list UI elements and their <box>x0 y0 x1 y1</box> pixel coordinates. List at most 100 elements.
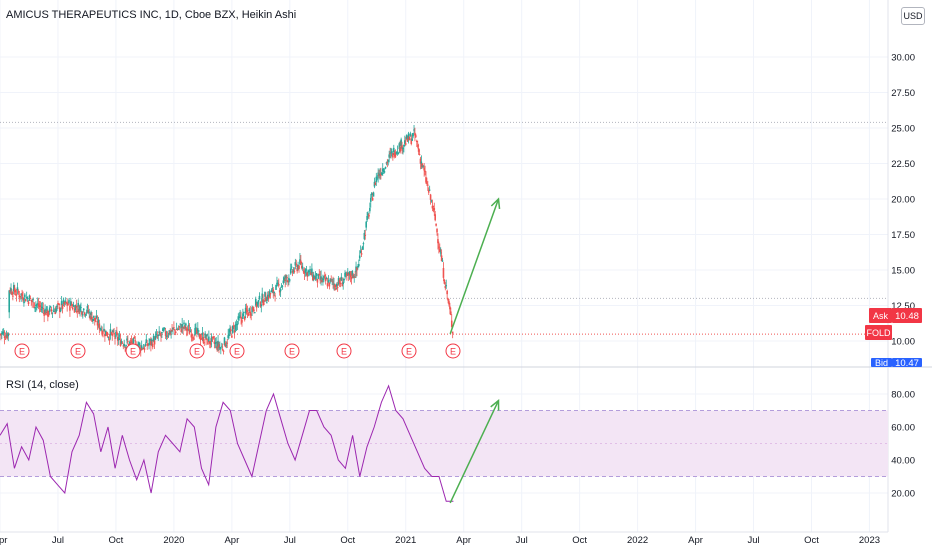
candle-body <box>100 328 103 330</box>
earnings-marker[interactable] <box>336 343 352 359</box>
currency-button[interactable]: USD <box>901 7 925 25</box>
candle-body <box>113 333 115 335</box>
candle-body <box>387 160 390 162</box>
candle-body <box>424 170 426 172</box>
candle-body <box>390 152 392 154</box>
candle-body <box>79 306 81 311</box>
candle-body <box>284 279 287 281</box>
candle-body <box>282 280 285 284</box>
candle-body <box>68 299 70 303</box>
candle-body <box>67 304 69 306</box>
candle-body <box>304 269 307 273</box>
time-axis-label: 2020 <box>163 535 184 546</box>
candle-body <box>229 329 231 333</box>
candle-body <box>393 152 396 157</box>
rsi-axis-label: 20.00 <box>891 489 915 500</box>
candle-body <box>184 326 186 329</box>
earnings-marker[interactable] <box>14 343 30 359</box>
earnings-marker[interactable] <box>284 343 300 359</box>
candle-body <box>361 246 364 250</box>
candle-body <box>231 335 233 338</box>
candle-body <box>231 325 234 333</box>
candle-body <box>95 315 98 318</box>
candle-body <box>280 285 283 287</box>
candle-body <box>46 306 48 311</box>
candle-body <box>259 302 262 307</box>
earnings-marker[interactable] <box>401 343 417 359</box>
candle-body <box>127 340 129 342</box>
candle-body <box>301 266 304 269</box>
candle-body <box>102 332 104 334</box>
earnings-marker[interactable] <box>229 343 245 359</box>
candle-body <box>326 283 329 287</box>
earnings-marker-label: E <box>19 347 25 357</box>
earnings-marker[interactable] <box>70 343 86 359</box>
candle-body <box>441 260 444 262</box>
candle-body <box>92 318 94 321</box>
candle-body <box>404 143 407 145</box>
time-axis-label: Jul <box>516 535 528 546</box>
candle-body <box>355 266 357 272</box>
candle-body <box>50 309 53 312</box>
candle-body <box>346 272 349 274</box>
candle-body <box>265 297 267 302</box>
candle-body <box>117 338 120 341</box>
candle-body <box>42 308 45 310</box>
candle-body <box>151 343 154 348</box>
candle-body <box>66 303 68 306</box>
candle-body <box>162 330 165 332</box>
candle-body <box>152 335 155 342</box>
candle-body <box>336 287 339 289</box>
price-axis-label: 20.00 <box>891 195 915 206</box>
earnings-marker[interactable] <box>189 343 205 359</box>
candle-body <box>133 336 136 339</box>
candle-body <box>125 344 127 347</box>
candle-body <box>225 344 228 346</box>
candle-body <box>16 287 19 291</box>
earnings-marker[interactable] <box>445 343 461 359</box>
candle-body <box>347 272 350 276</box>
candle-body <box>48 307 51 312</box>
earnings-marker-label: E <box>194 347 200 357</box>
candle-body <box>224 343 227 348</box>
candle-body <box>185 323 187 326</box>
candle-body <box>277 284 280 286</box>
price-axis-label: 25.00 <box>891 124 915 135</box>
candle-body <box>146 343 149 346</box>
candle-body <box>448 301 450 305</box>
candle-body <box>431 205 434 209</box>
candle-body <box>58 303 60 305</box>
candle-body <box>348 271 351 275</box>
candle-body <box>340 276 343 281</box>
candle-body <box>7 333 10 337</box>
candle-body <box>267 295 270 300</box>
candle-body <box>93 317 96 321</box>
candle-body <box>142 347 145 350</box>
rsi-trend-arrow[interactable] <box>449 400 500 504</box>
time-axis-label: Jul <box>747 535 759 546</box>
earnings-marker[interactable] <box>125 343 141 359</box>
candle-body <box>162 328 164 332</box>
candle-body <box>345 273 347 275</box>
price-trend-arrow[interactable] <box>449 198 500 335</box>
time-axis-label: 2023 <box>859 535 880 546</box>
candle-body <box>386 162 389 164</box>
candle-body <box>271 288 274 290</box>
candle-body <box>388 154 390 158</box>
candle-body <box>392 147 395 153</box>
candle-body <box>298 265 300 269</box>
candle-body <box>372 192 375 197</box>
candle-body <box>418 154 421 156</box>
candle-body <box>155 334 158 336</box>
candle-body <box>140 345 143 349</box>
candle-body <box>432 205 435 207</box>
earnings-marker-label: E <box>406 347 412 357</box>
candle-body <box>379 173 381 176</box>
rsi-title: RSI (14, close) <box>6 379 79 391</box>
price-axis-label: 10.00 <box>891 337 915 348</box>
rsi-axis-label: 40.00 <box>891 456 915 467</box>
candle-body <box>396 151 399 153</box>
candle-body <box>222 350 225 352</box>
candle-body <box>404 140 406 144</box>
